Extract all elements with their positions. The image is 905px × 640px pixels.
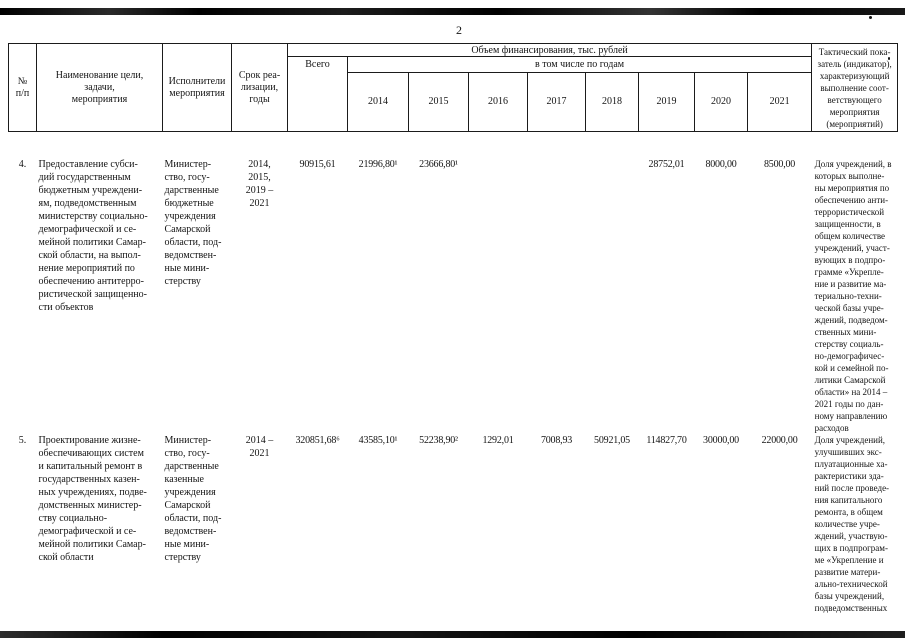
table-row-5: 5. Проектирование жизне- обеспечивающих … bbox=[9, 434, 898, 614]
row-term: 2014, 2015, 2019 – 2021 bbox=[245, 159, 274, 209]
row-executors: Министер- ство, госу- дарственные казенн… bbox=[164, 435, 222, 563]
row-total-value: 90915,61 bbox=[299, 159, 336, 170]
header-tactical-indicator: Тактический пока- затель (индикатор), ха… bbox=[811, 43, 899, 132]
row-total-value: 320851,68⁶ bbox=[295, 435, 340, 446]
row-value-2018 bbox=[586, 158, 639, 434]
header-year-2021: 2021 bbox=[746, 72, 813, 132]
row-value-2016 bbox=[469, 158, 528, 434]
row-value-2020: 30000,00 bbox=[703, 435, 739, 446]
page-number: 2 bbox=[456, 23, 462, 37]
row-number: 5. bbox=[18, 435, 27, 446]
row-value-2016: 1292,01 bbox=[482, 435, 514, 446]
header-year-2020: 2020 bbox=[694, 72, 748, 132]
row-objective-name: Предоставление субси- дий государственны… bbox=[38, 159, 148, 313]
row-value-2018: 50921,05 bbox=[594, 435, 630, 446]
row-tactical-indicator: Доля учреждений, улучшивших экс- плуатац… bbox=[814, 435, 890, 613]
scan-artifact-bottom-bar bbox=[0, 631, 905, 638]
table-header: № п/п Наименование цели, задачи, меропри… bbox=[8, 43, 899, 132]
header-total: Всего bbox=[287, 56, 348, 132]
row-value-2020: 8000,00 bbox=[705, 159, 737, 170]
scan-artifact-top-bar bbox=[0, 8, 905, 15]
spacer-row bbox=[9, 132, 898, 159]
header-objective-name: Наименование цели, задачи, мероприятия bbox=[36, 43, 163, 132]
header-year-2016: 2016 bbox=[468, 72, 528, 132]
header-by-years: в том числе по годам bbox=[346, 56, 813, 73]
row-number: 4. bbox=[18, 159, 27, 170]
row-value-2021: 8500,00 bbox=[764, 159, 796, 170]
scan-speck bbox=[869, 16, 872, 19]
header-executors: Исполнители мероприятия bbox=[162, 43, 232, 132]
table-body: 4. Предоставление субси- дий государстве… bbox=[9, 132, 898, 615]
table-row-4: 4. Предоставление субси- дий государстве… bbox=[9, 158, 898, 434]
header-year-2015: 2015 bbox=[408, 72, 469, 132]
financing-table: № п/п Наименование цели, задачи, меропри… bbox=[8, 43, 899, 615]
row-objective-name: Проектирование жизне- обеспечивающих сис… bbox=[38, 435, 147, 563]
header-year-2014: 2014 bbox=[347, 72, 409, 132]
row-value-2017 bbox=[528, 158, 586, 434]
row-tactical-indicator: Доля учреждений, в которых выполне- ны м… bbox=[814, 159, 892, 433]
row-value-2015: 52238,90² bbox=[419, 435, 458, 446]
header-year-2018: 2018 bbox=[585, 72, 639, 132]
header-year-2019: 2019 bbox=[638, 72, 695, 132]
row-term: 2014 – 2021 bbox=[245, 435, 274, 459]
row-executors: Министер- ство, госу- дарственные бюджет… bbox=[164, 159, 222, 287]
header-row-number: № п/п bbox=[8, 43, 37, 132]
row-value-2019: 28752,01 bbox=[648, 159, 685, 170]
header-financing-volume: Объем финансирования, тыс. рублей bbox=[286, 43, 813, 57]
row-value-2021: 22000,00 bbox=[761, 435, 798, 446]
row-value-2015: 23666,80¹ bbox=[419, 159, 458, 170]
row-value-2014: 43585,10¹ bbox=[358, 435, 398, 446]
row-value-2014: 21996,80¹ bbox=[358, 159, 398, 170]
header-year-2017: 2017 bbox=[527, 72, 586, 132]
row-value-2017: 7008,93 bbox=[540, 435, 573, 446]
row-value-2019: 114827,70 bbox=[646, 435, 687, 446]
header-term: Срок реа- лизации, годы bbox=[231, 43, 288, 132]
